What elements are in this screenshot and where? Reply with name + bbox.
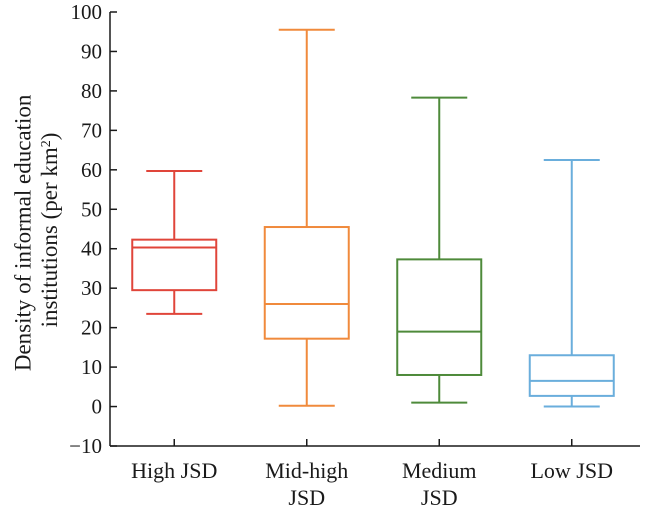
iqr-box [528,354,615,397]
box-4 [528,158,615,408]
y-tick-label: 60 [81,158,102,182]
y-axis-title-line2: institutions (per km2) [37,133,62,328]
y-tick-label: 50 [81,197,102,221]
axes [109,11,640,447]
y-tick-label: 0 [92,395,103,419]
x-category-label: Mid-high [265,458,348,483]
y-tick-label: −10 [69,434,102,458]
x-category-label: Low JSD [530,458,613,483]
x-category-label: High JSD [131,458,217,483]
y-axis-title: Density of informal education institutio… [11,89,62,371]
y-axis-title-line2-post: ) [37,133,62,141]
box-2 [263,28,350,407]
boxes [131,28,615,408]
iqr-box [131,238,218,292]
y-tick-label: 20 [81,316,102,340]
box-3 [396,96,483,404]
x-category-label: Medium [402,458,477,483]
iqr-box [396,258,483,376]
y-tick-label: 90 [81,39,102,63]
x-category-label: JSD [421,485,458,510]
y-axis-title-line2-pre: institutions (per km [37,147,62,327]
y-tick-label: 10 [81,355,102,379]
y-tick-label: 70 [81,118,102,142]
y-tick-label: 40 [81,237,102,261]
y-tick-label: 80 [81,79,102,103]
box-1 [131,170,218,315]
y-tick-label: 30 [81,276,102,300]
iqr-box [263,226,350,340]
y-tick-label: 100 [71,0,103,24]
x-category-label: JSD [288,485,325,510]
y-axis-title-line1: Density of informal education [11,94,36,371]
y-axis-title-sup: 2 [39,140,54,147]
